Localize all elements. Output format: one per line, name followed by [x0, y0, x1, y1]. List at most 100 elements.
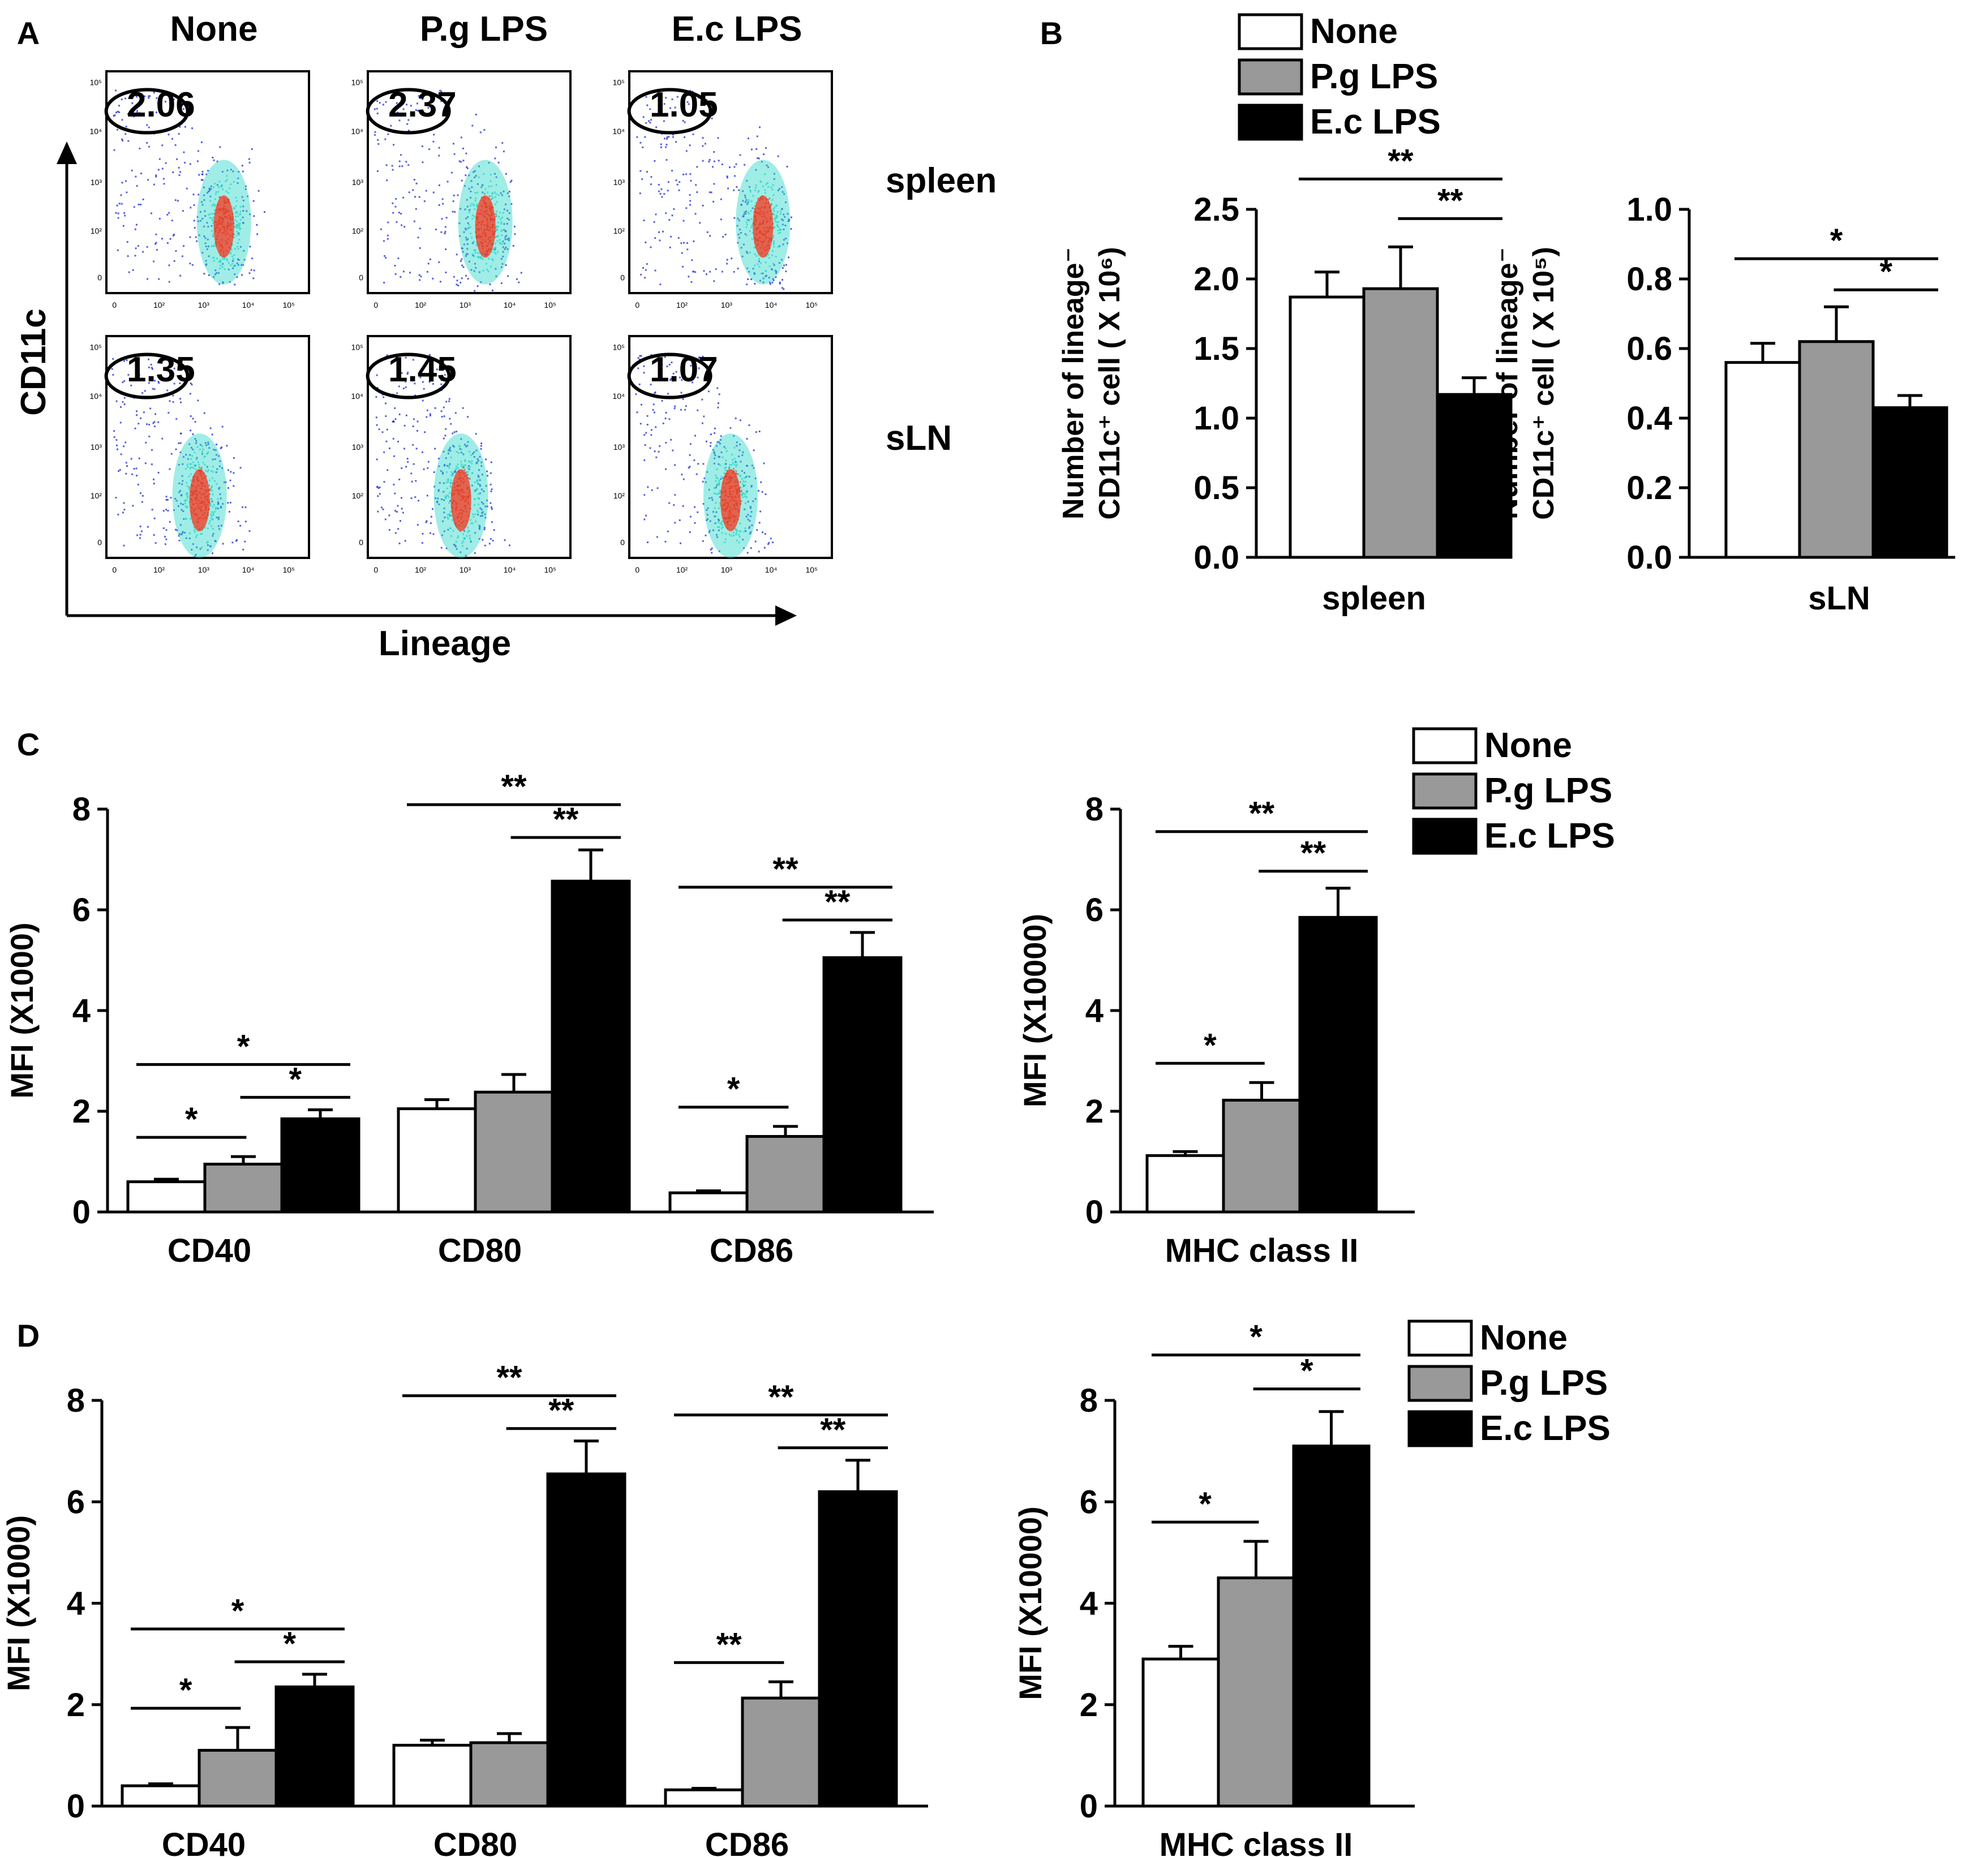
bar-group-mhc-class-ii: MHC class II***	[1141, 1319, 1371, 1857]
event-dot	[209, 200, 212, 202]
event-dot	[482, 191, 484, 194]
event-dot	[476, 461, 478, 463]
event-dot	[682, 173, 685, 175]
event-dot	[178, 535, 180, 537]
event-dot	[498, 216, 500, 218]
event-dot	[403, 448, 405, 450]
event-dot	[447, 478, 449, 480]
event-dot	[738, 449, 741, 452]
event-dot	[716, 534, 718, 536]
event-dot	[133, 115, 135, 118]
event-dot	[762, 531, 763, 534]
event-dot	[395, 356, 397, 358]
event-dot	[169, 400, 171, 402]
event-dot	[478, 527, 480, 529]
event-dot	[429, 258, 431, 260]
event-dot	[239, 227, 242, 230]
event-dot	[153, 483, 155, 485]
event-dot	[467, 471, 469, 473]
event-dot	[720, 527, 723, 530]
event-dot	[715, 445, 718, 447]
event-dot	[237, 215, 239, 217]
gate-percentage: 1.07	[650, 350, 718, 389]
event-dot	[410, 472, 413, 475]
event-dot	[673, 504, 675, 506]
event-dot	[440, 547, 443, 549]
event-dot	[749, 506, 752, 508]
event-dot	[650, 183, 652, 186]
event-dot	[405, 414, 407, 416]
event-dot	[720, 478, 722, 480]
event-dot	[468, 460, 470, 462]
event-dot	[158, 278, 160, 280]
event-dot	[496, 240, 499, 242]
event-dot	[121, 182, 123, 184]
event-dot	[384, 138, 387, 140]
event-dot	[195, 236, 197, 238]
event-dot	[782, 223, 784, 226]
x-axis-arrowhead	[775, 605, 797, 626]
event-dot	[706, 471, 709, 473]
event-dot	[211, 212, 213, 214]
event-dot	[725, 450, 728, 452]
event-dot	[494, 203, 496, 205]
event-dot	[475, 266, 477, 269]
event-dot	[136, 414, 138, 416]
event-dot	[238, 259, 240, 261]
event-dot	[749, 186, 750, 188]
event-dot	[686, 242, 688, 244]
density-cloud	[373, 89, 522, 292]
event-dot	[437, 497, 439, 500]
event-dot	[654, 237, 656, 239]
event-dot	[506, 217, 508, 220]
event-dot	[469, 461, 471, 463]
event-dot	[461, 264, 463, 266]
category-label: CD40	[162, 1826, 246, 1857]
event-dot	[485, 458, 487, 461]
event-dot	[165, 498, 168, 501]
event-dot	[473, 515, 475, 518]
event-dot	[248, 272, 251, 274]
event-dot	[656, 487, 659, 489]
event-dot	[450, 471, 453, 473]
event-dot	[465, 554, 467, 557]
event-dot	[126, 241, 128, 243]
event-dot	[756, 135, 758, 137]
event-dot	[400, 520, 401, 522]
event-dot	[195, 554, 197, 556]
event-dot	[673, 407, 676, 410]
panel-label-b: B	[1040, 15, 1063, 51]
event-dot	[714, 522, 716, 525]
event-dot	[171, 220, 173, 222]
event-dot	[139, 112, 141, 114]
event-dot	[185, 518, 187, 520]
event-dot	[182, 210, 184, 212]
event-dot	[145, 441, 147, 444]
event-dot	[504, 248, 506, 250]
event-dot	[221, 184, 223, 186]
event-dot	[382, 508, 384, 510]
event-dot	[197, 150, 199, 152]
event-dot	[747, 501, 749, 503]
event-dot	[434, 407, 436, 409]
event-dot	[445, 495, 448, 497]
event-dot	[182, 531, 184, 533]
event-dot	[504, 236, 506, 238]
event-dot	[166, 214, 169, 216]
event-dot	[460, 551, 462, 553]
event-dot	[238, 225, 240, 227]
event-dot	[134, 427, 136, 429]
density-cloud	[375, 354, 510, 558]
event-dot	[782, 219, 784, 221]
event-dot	[186, 187, 188, 190]
event-dot	[197, 220, 199, 222]
event-dot	[718, 492, 720, 495]
event-dot	[481, 512, 483, 514]
x-tick-label: 10³	[198, 300, 210, 310]
event-dot	[501, 263, 504, 265]
y-tick-label: 10⁴	[612, 127, 625, 136]
event-dot	[640, 355, 642, 357]
